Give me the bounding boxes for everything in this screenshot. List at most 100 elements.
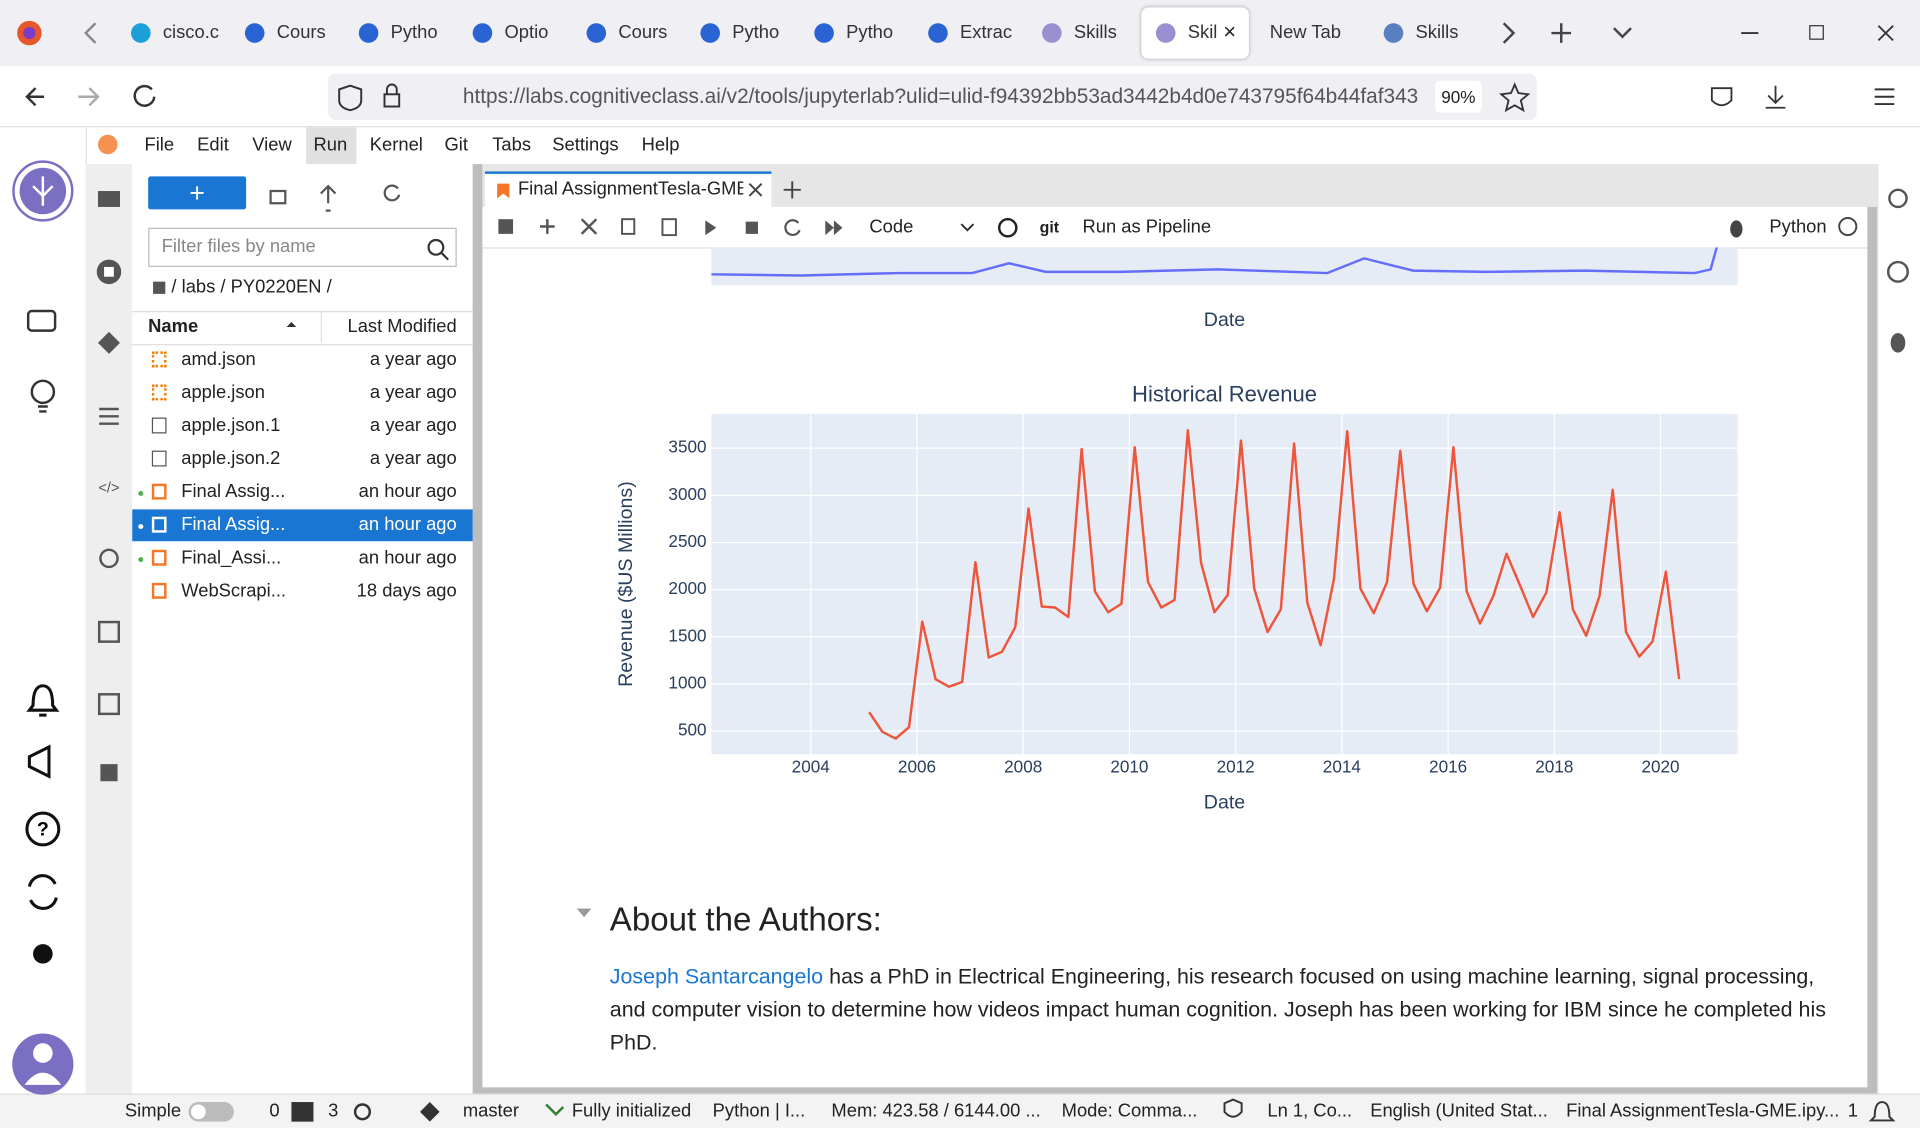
menu-item[interactable]: Kernel [369, 134, 423, 156]
column-modified[interactable]: Last Modified [347, 315, 457, 337]
x-tick-label: 2010 [1110, 756, 1148, 776]
tab-favicon [1155, 23, 1176, 43]
menu-item[interactable]: View [252, 134, 292, 156]
tab-favicon [1383, 23, 1404, 43]
file-name[interactable]: apple.json [181, 382, 265, 403]
menu-item[interactable]: Help [641, 134, 680, 156]
file-icon [151, 549, 167, 566]
file-name[interactable]: apple.json.1 [181, 415, 281, 436]
y-tick-label: 2500 [668, 531, 706, 551]
file-modified[interactable]: an hour ago [358, 514, 457, 536]
x-axis-label: Date [1204, 791, 1245, 813]
new-launcher-button[interactable]: + [148, 176, 247, 210]
filter-placeholder[interactable]: Filter files by name [161, 236, 316, 258]
tab-label[interactable]: Pytho [846, 22, 894, 43]
breadcrumb[interactable]: / labs / PY0220EN / [171, 276, 332, 298]
column-name[interactable]: Name [148, 315, 199, 337]
file-modified[interactable]: a year ago [369, 382, 457, 403]
file-name[interactable]: WebScrapi... [181, 580, 287, 602]
url-field[interactable] [328, 73, 1537, 121]
status-mode[interactable]: Simple [124, 1100, 182, 1122]
doc-tab[interactable] [484, 171, 772, 207]
tab-label[interactable]: Cours [276, 22, 326, 43]
tab-label[interactable]: New Tab [1269, 22, 1341, 43]
tab-label[interactable]: Cours [618, 22, 668, 43]
file-name[interactable]: Final Assig... [181, 514, 286, 536]
file-name[interactable]: amd.json [181, 348, 256, 370]
file-name[interactable]: Final_Assi... [181, 547, 282, 569]
upper-plot-area [711, 247, 1738, 286]
tab-label[interactable]: Optio [504, 22, 549, 43]
menu-item[interactable]: File [144, 134, 175, 156]
status-bar [0, 1093, 1920, 1128]
scrollbar [1867, 206, 1878, 1094]
tab-label[interactable]: Pytho [732, 22, 780, 43]
menu-bar [85, 127, 1920, 165]
svg-text:?: ? [37, 818, 49, 840]
tab-favicon [244, 23, 265, 43]
plot-area [711, 413, 1738, 755]
selected-row[interactable] [132, 509, 473, 542]
menu-item[interactable]: Edit [197, 134, 229, 156]
tab-favicon [928, 23, 948, 43]
git-button[interactable]: git [1039, 217, 1060, 237]
bottom-edge [482, 1087, 1878, 1094]
ui-icons: ? </> [12, 134, 1909, 1122]
status-language[interactable]: English (United Stat... [1370, 1100, 1548, 1122]
status-cursor[interactable]: Ln 1, Co... [1267, 1100, 1353, 1122]
file-browser [132, 164, 473, 1094]
running-dot [138, 557, 144, 563]
tab-close[interactable]: × [1223, 19, 1237, 45]
x-tick-label: 2004 [792, 756, 831, 776]
tab-favicon [472, 23, 493, 43]
tab-label[interactable]: Pytho [390, 22, 438, 43]
tab-label[interactable]: Skills [1073, 22, 1117, 43]
y-tick-label: 500 [678, 720, 707, 740]
file-modified[interactable]: a year ago [369, 448, 457, 469]
file-modified[interactable]: an hour ago [358, 481, 457, 503]
doc-tab-title[interactable]: Final AssignmentTesla-GME. [517, 178, 744, 200]
tab-label[interactable]: Skills [1415, 22, 1459, 43]
menu-item[interactable]: Git [444, 134, 468, 156]
file-modified[interactable]: an hour ago [358, 547, 457, 569]
cell-type[interactable]: Code [869, 216, 914, 238]
activity-bar [85, 164, 133, 1094]
tab-label[interactable]: Extrac [960, 22, 1013, 43]
tab-favicon [586, 23, 607, 43]
filter-input[interactable] [148, 227, 457, 267]
file-modified[interactable]: a year ago [369, 415, 457, 436]
tab-label[interactable]: cisco.c [162, 22, 219, 43]
author-link[interactable]: Joseph Santarcangelo [609, 963, 824, 989]
file-icon [151, 516, 167, 533]
x-tick-label: 2014 [1323, 756, 1362, 776]
status-kernels[interactable]: 3 [328, 1100, 339, 1122]
file-name[interactable]: apple.json.2 [181, 448, 281, 469]
status-branch[interactable]: master [462, 1100, 519, 1122]
status-kernel[interactable]: Python | I... [712, 1100, 806, 1122]
file-icon [151, 384, 167, 401]
menu-item[interactable]: Tabs [492, 134, 532, 156]
author-paragraph: Joseph Santarcangelo has a PhD in Electri… [610, 960, 1835, 1059]
file-modified[interactable]: 18 days ago [356, 580, 457, 602]
pipeline-button[interactable]: Run as Pipeline [1082, 216, 1212, 238]
kernel-name[interactable]: Python [1769, 216, 1827, 238]
file-icon [151, 483, 167, 500]
y-tick-label: 1000 [668, 672, 706, 692]
url-text[interactable]: https://labs.cognitiveclass.ai/v2/tools/… [462, 84, 1418, 108]
file-name[interactable]: Final Assig... [181, 481, 286, 503]
status-terminals[interactable]: 0 [269, 1100, 280, 1122]
status-state: Fully initialized [571, 1100, 692, 1122]
status-notifications[interactable]: 1 [1847, 1100, 1858, 1122]
collapse-arrow[interactable] [576, 906, 593, 921]
y-tick-label: 2000 [668, 578, 706, 598]
zoom-badge[interactable]: 90% [1435, 80, 1482, 113]
file-modified[interactable]: a year ago [369, 348, 457, 370]
tab-label[interactable]: Skil [1187, 22, 1218, 43]
menu-item[interactable]: Settings [552, 134, 619, 156]
upper-x-label: Date [1204, 309, 1245, 331]
running-dot [138, 524, 144, 529]
author-text: has a PhD in Electrical Engineering, his… [609, 963, 1826, 1055]
menu-item[interactable]: Run [313, 134, 348, 156]
tab-favicon [358, 23, 379, 43]
